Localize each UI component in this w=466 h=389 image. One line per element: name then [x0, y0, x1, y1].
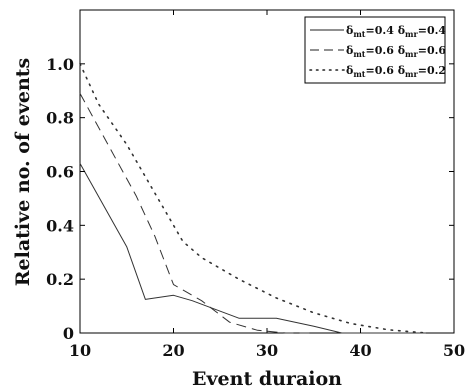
x-tick-label: 20 [162, 341, 184, 360]
x-axis-label: Event duraion [192, 368, 342, 389]
y-tick-label: 0.4 [46, 216, 74, 235]
y-tick-label: 0 [63, 324, 74, 343]
legend-entry-1: δmt=0.4 δmr=0.4 [346, 24, 446, 39]
series-layer [79, 62, 427, 334]
series-line-solid [79, 163, 426, 334]
x-tick-label: 10 [69, 341, 91, 360]
y-tick-label: 0.8 [46, 109, 74, 128]
legend-entry-2: δmt=0.6 δmr=0.6 [346, 44, 446, 59]
series-line-dashed [79, 93, 314, 334]
y-tick-label: 0.6 [46, 163, 74, 182]
legend: δmt=0.4 δmr=0.4 δmt=0.6 δmr=0.6 δmt=0.6 … [304, 16, 446, 84]
y-tick-label: 1.0 [46, 55, 74, 74]
x-tick-label: 50 [443, 341, 465, 360]
x-tick-label: 30 [256, 341, 278, 360]
legend-entry-3: δmt=0.6 δmr=0.2 [346, 64, 446, 79]
y-tick-label: 0.2 [46, 270, 74, 289]
ticks-layer: 10 20 30 40 50 0 0.2 0.4 0.6 0.8 1.0 [46, 10, 465, 360]
y-axis-label: Relative no. of events [12, 58, 34, 287]
x-tick-label: 40 [349, 341, 371, 360]
